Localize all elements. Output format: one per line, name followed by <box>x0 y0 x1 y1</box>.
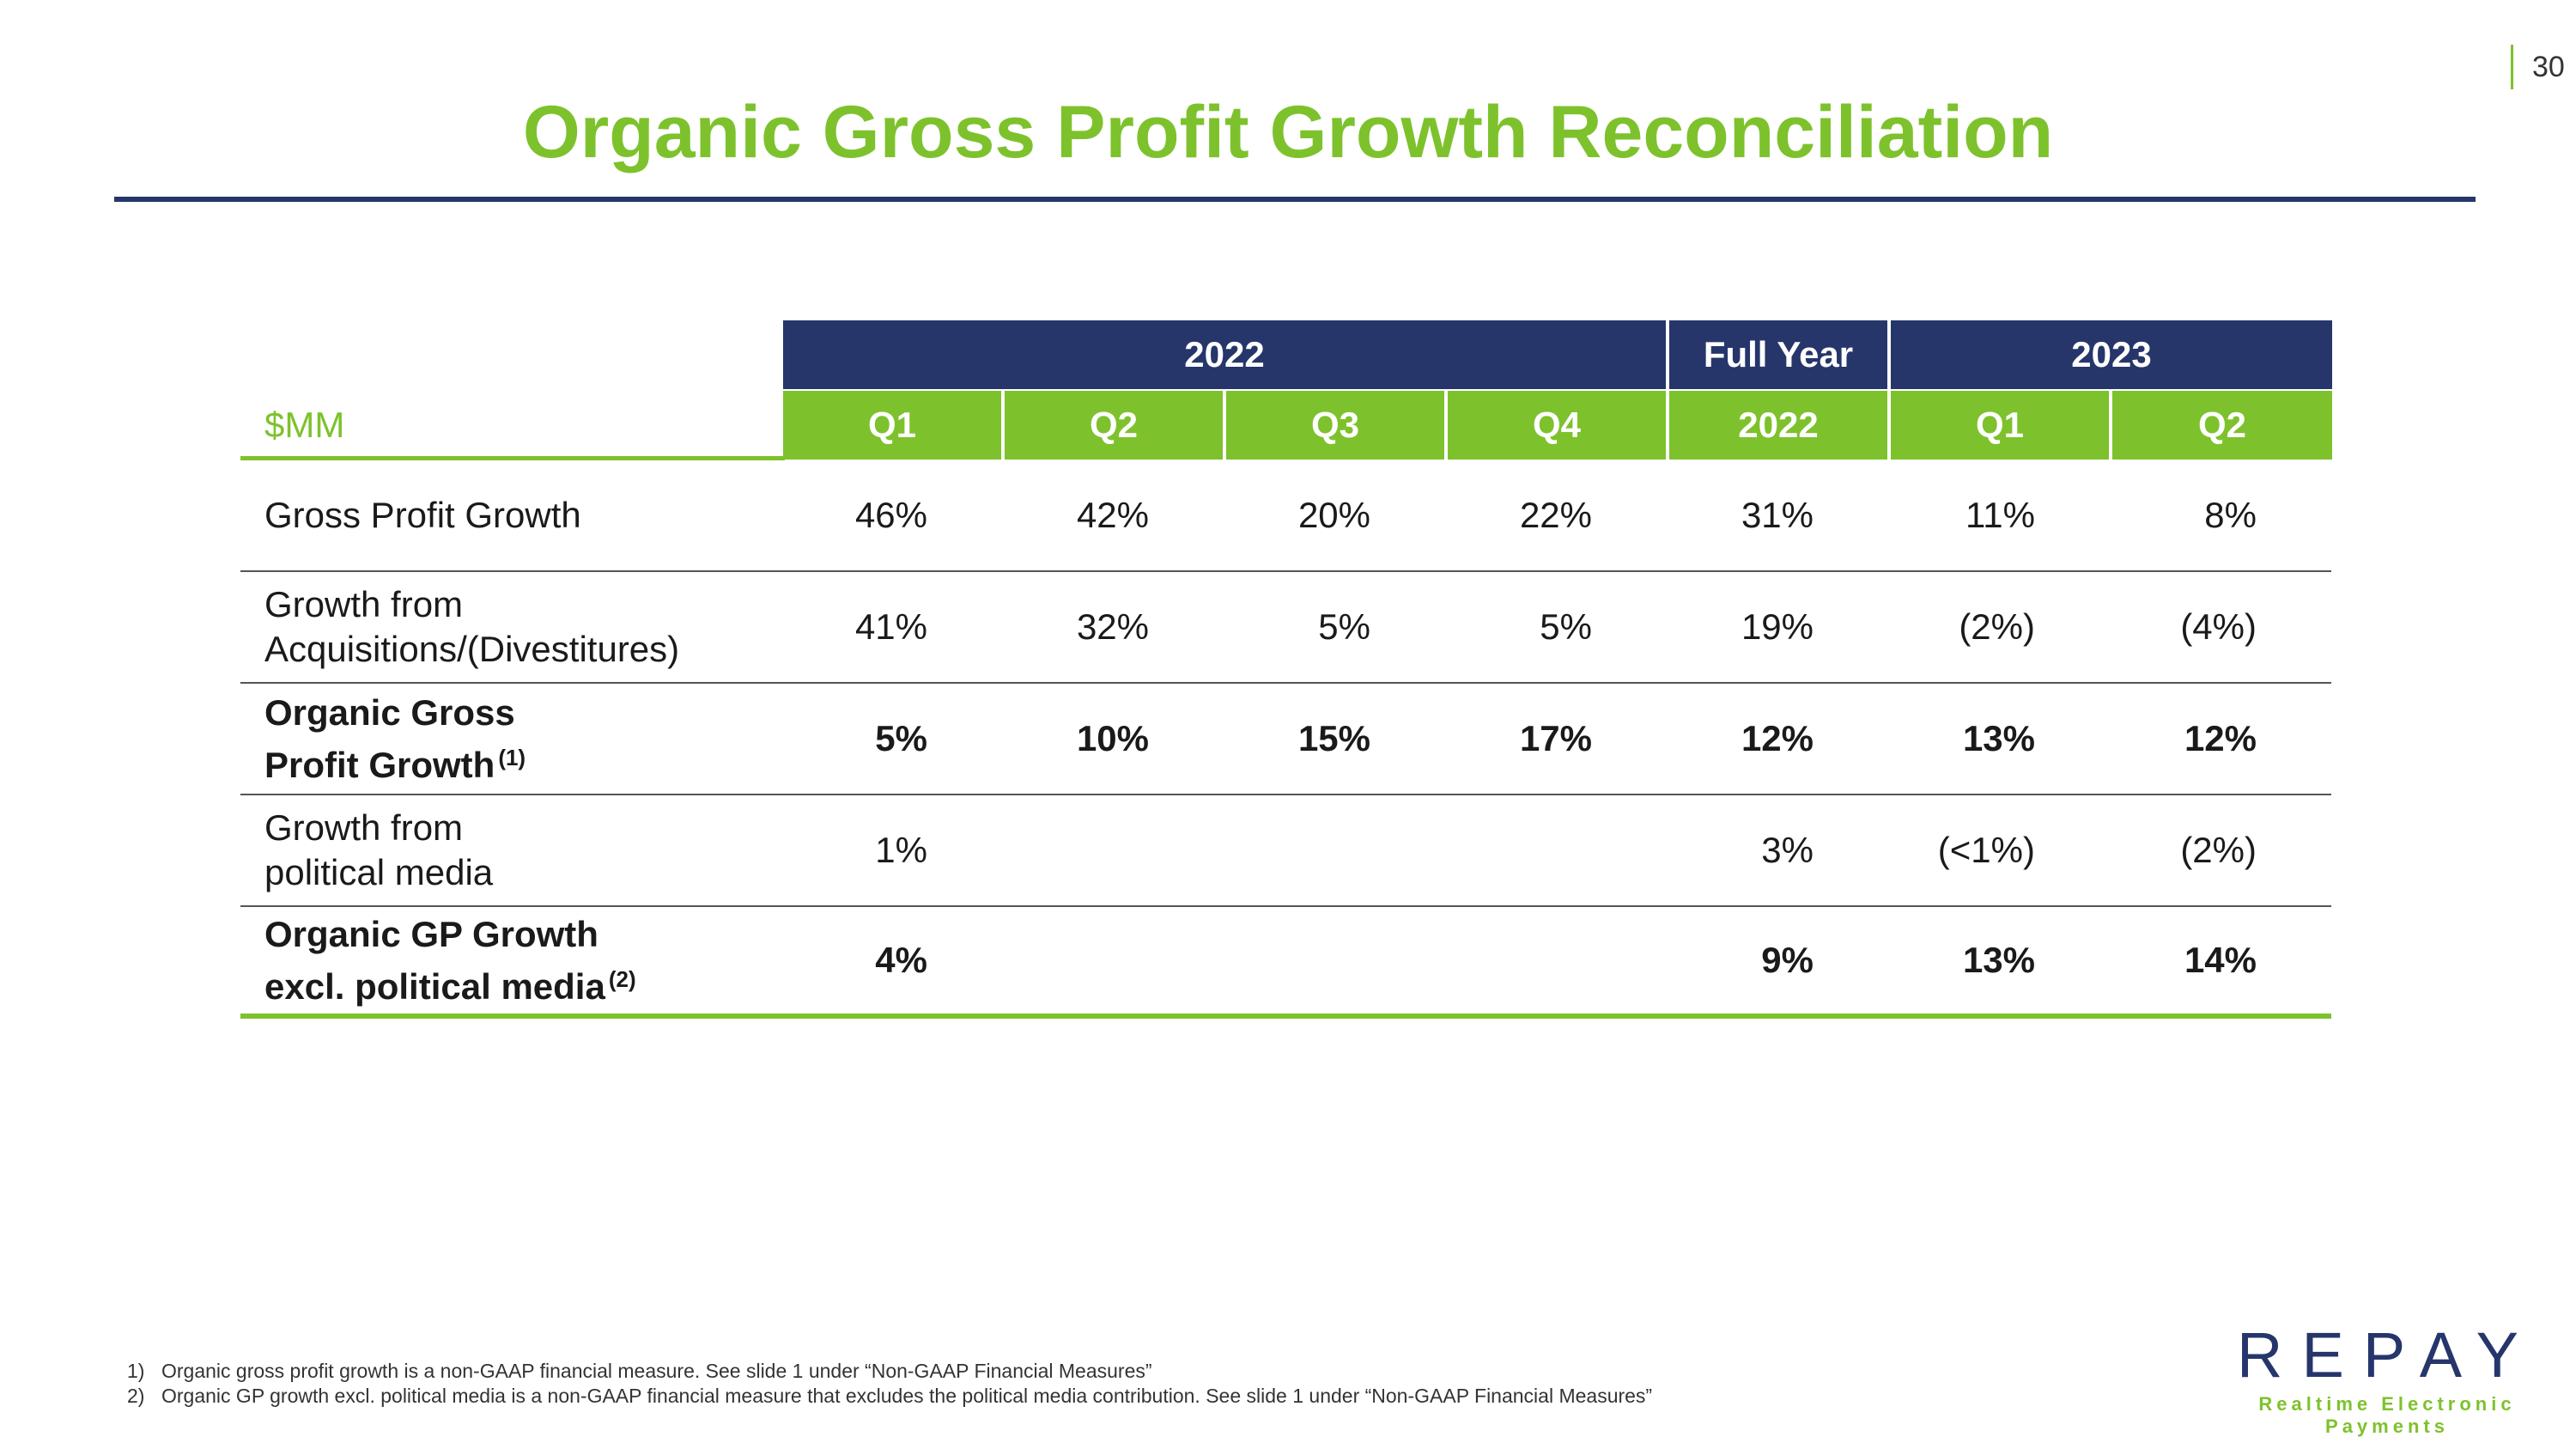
table-sub-header-row: Q1 Q2 Q3 Q4 2022 Q1 Q2 <box>783 391 2332 460</box>
cell-q2-2023: (2%) <box>2180 830 2257 870</box>
row-label: Organic Gross Profit Growth (1) <box>264 691 526 788</box>
table-row-political-media: Growth from political media 1% 3% (<1%) … <box>240 795 2331 907</box>
row-label-line2: political media <box>264 852 494 892</box>
row-label-line1: Growth from <box>264 807 464 848</box>
row-label-line1: Organic Gross <box>264 691 515 733</box>
row-label-line2: excl. political media <box>264 965 605 1007</box>
cell-q1-2022: 46% <box>854 495 927 535</box>
cell-fy-2022: 9% <box>1761 940 1814 980</box>
repay-logo: REPAY Realtime Electronic Payments <box>2233 1321 2542 1438</box>
row-label-line2: Profit Growth <box>264 744 495 785</box>
footnote-number: 1) <box>127 1360 145 1382</box>
sub-header-q3-2022: Q3 <box>1226 391 1448 460</box>
cell-q4-2022: 17% <box>1519 718 1592 758</box>
row-label: Growth from political media <box>264 806 493 895</box>
cell-q2-2023: 8% <box>2204 495 2257 535</box>
cell-q1-2022: 1% <box>875 830 927 870</box>
group-header-2022: 2022 <box>783 320 1669 389</box>
group-header-2023: 2023 <box>2071 334 2152 374</box>
sub-header-fy-2022: 2022 <box>1669 391 1891 460</box>
cell-q1-2022: 4% <box>875 940 927 980</box>
sub-header-q1-2022: Q1 <box>783 391 1005 460</box>
cell-q3-2022: 20% <box>1297 495 1370 535</box>
title-divider <box>114 197 2476 202</box>
group-header-full-year: Full Year <box>1669 320 1891 389</box>
cell-q1-2023: (2%) <box>1959 606 2035 647</box>
cell-q4-2022: 22% <box>1519 495 1592 535</box>
cell-q1-2022: 41% <box>854 606 927 647</box>
footnote-number: 2) <box>127 1385 145 1407</box>
footnote-1: 1) Organic gross profit growth is a non-… <box>127 1359 1652 1384</box>
cell-q2-2023: 12% <box>2184 718 2257 758</box>
cell-q3-2022: 5% <box>1318 606 1370 647</box>
row-label: Organic GP Growth excl. political media(… <box>264 912 636 1009</box>
cell-q2-2022: 32% <box>1076 606 1149 647</box>
cell-q2-2022: 10% <box>1076 718 1149 758</box>
cell-fy-2022: 3% <box>1761 830 1814 870</box>
row-label: Growth from Acquisitions/(Divestitures) <box>264 582 679 672</box>
table-row-organic-gp-excl-political: Organic GP Growth excl. political media(… <box>240 907 2331 1019</box>
table-row-acquisitions: Growth from Acquisitions/(Divestitures) … <box>240 572 2331 684</box>
cell-q2-2023: 14% <box>2184 940 2257 980</box>
row-label-line1: Gross Profit Growth <box>264 495 581 535</box>
cell-q1-2023: (<1%) <box>1937 830 2035 870</box>
logo-wordmark: REPAY <box>2237 1319 2537 1391</box>
cell-q3-2022: 15% <box>1297 718 1370 758</box>
cell-fy-2022: 12% <box>1741 718 1814 758</box>
sub-header-q1-2023: Q1 <box>1891 391 2112 460</box>
sub-header-q2-2022: Q2 <box>1005 391 1226 460</box>
footnotes: 1) Organic gross profit growth is a non-… <box>127 1359 1652 1409</box>
row-label: Gross Profit Growth <box>264 493 581 538</box>
cell-q1-2023: 13% <box>1962 940 2035 980</box>
cell-q2-2023: (4%) <box>2180 606 2257 647</box>
footnote-text: Organic GP growth excl. political media … <box>161 1385 1653 1407</box>
unit-label: $MM <box>264 405 345 445</box>
unit-label-underline <box>240 456 785 460</box>
row-label-line2: Acquisitions/(Divestitures) <box>264 629 680 669</box>
cell-q4-2022: 5% <box>1540 606 1592 647</box>
cell-fy-2022: 31% <box>1741 495 1814 535</box>
row-label-line1: Organic GP Growth <box>264 913 598 954</box>
sub-header-q2-2023: Q2 <box>2197 405 2247 445</box>
table-row-gross-profit-growth: Gross Profit Growth 46% 42% 20% 22% 31% … <box>240 460 2331 572</box>
footnote-text: Organic gross profit growth is a non-GAA… <box>161 1360 1152 1382</box>
cell-q1-2022: 5% <box>875 718 927 758</box>
sub-header-q4-2022: Q4 <box>1448 391 1669 460</box>
footnote-2: 2) Organic GP growth excl. political med… <box>127 1384 1652 1409</box>
cell-fy-2022: 19% <box>1741 606 1814 647</box>
table-group-header-row: 2022 Full Year 2023 <box>783 320 2332 389</box>
footnote-ref: (2) <box>608 965 636 992</box>
footnote-ref: (1) <box>498 744 526 770</box>
cell-q2-2022: 42% <box>1076 495 1149 535</box>
logo-tagline: Realtime Electronic Payments <box>2258 1393 2516 1437</box>
cell-q1-2023: 11% <box>1965 495 2035 535</box>
page-title: Organic Gross Profit Growth Reconciliati… <box>522 91 2054 174</box>
cell-q1-2023: 13% <box>1962 718 2035 758</box>
table-row-organic-gross-profit-growth: Organic Gross Profit Growth (1) 5% 10% 15… <box>240 684 2331 795</box>
page-number: 30 <box>2511 45 2565 89</box>
row-label-line1: Growth from <box>264 584 464 624</box>
